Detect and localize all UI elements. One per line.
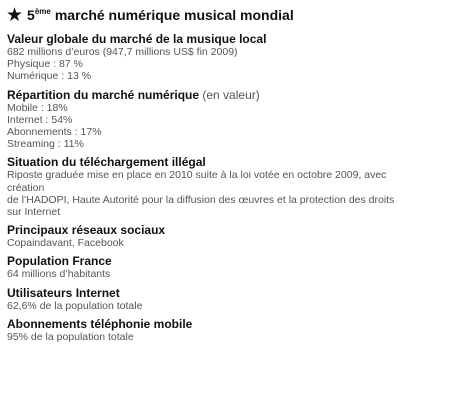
section-line: Mobile : 18%	[7, 101, 68, 114]
section-heading: Utilisateurs Internet	[7, 285, 120, 300]
page-title: ★ 5ème marché numérique musical mondial	[6, 4, 453, 26]
section-heading-wrap: Répartition du marché numérique (en vale…	[7, 87, 453, 102]
section-heading: Abonnements téléphonie mobile	[7, 316, 193, 331]
section-line: Abonnements : 17%	[7, 126, 102, 139]
section-heading: Situation du téléchargement illégal	[7, 155, 206, 170]
section-line: de l’HADOPI, Haute Autorité pour la diff…	[7, 193, 395, 206]
section-heading: Population France	[7, 254, 112, 269]
rank-number: 5	[27, 7, 35, 23]
rank-suffix: ème	[34, 7, 51, 16]
section-qualifier: (en valeur)	[202, 87, 260, 102]
section-line: 62,6% de la population totale	[7, 299, 143, 312]
section-line: création	[7, 181, 45, 194]
section-line: Physique : 87 %	[7, 58, 83, 71]
section-heading: Principaux réseaux sociaux	[7, 223, 166, 238]
section-line: 95% de la population totale	[7, 330, 134, 343]
rank-label: 5ème	[27, 7, 51, 23]
section-line: sur Internet	[7, 206, 61, 219]
section-line: Riposte graduée mise en place en 2010 su…	[7, 169, 387, 182]
star-icon: ★	[6, 4, 24, 26]
section-line: 64 millions d’habitants	[7, 268, 111, 281]
section-line: Internet : 54%	[7, 113, 73, 126]
section-heading: Valeur globale du marché de la musique l…	[7, 32, 267, 46]
section-internet-users: Utilisateurs Internet 62,6% de la popula…	[7, 285, 453, 312]
section-population: Population France 64 millions d’habitant…	[7, 254, 453, 281]
section-line: Numérique : 13 %	[7, 70, 92, 83]
section-illegal-download: Situation du téléchargement illégal Ripo…	[7, 156, 453, 218]
section-digital-breakdown: Répartition du marché numérique (en vale…	[7, 87, 453, 151]
section-line: Streaming : 11%	[7, 138, 84, 151]
section-heading: Répartition du marché numérique	[7, 87, 200, 102]
title-text: marché numérique musical mondial	[54, 7, 294, 23]
section-mobile-subscriptions: Abonnements téléphonie mobile 95% de la …	[7, 316, 453, 343]
section-line: 682 millions d’euros (947,7 millions US$…	[7, 46, 238, 58]
section-market-value: Valeur globale du marché de la musique l…	[7, 33, 453, 83]
section-social-networks: Principaux réseaux sociaux Copaindavant,…	[7, 223, 453, 250]
section-line: Copaindavant, Facebook	[7, 237, 124, 250]
